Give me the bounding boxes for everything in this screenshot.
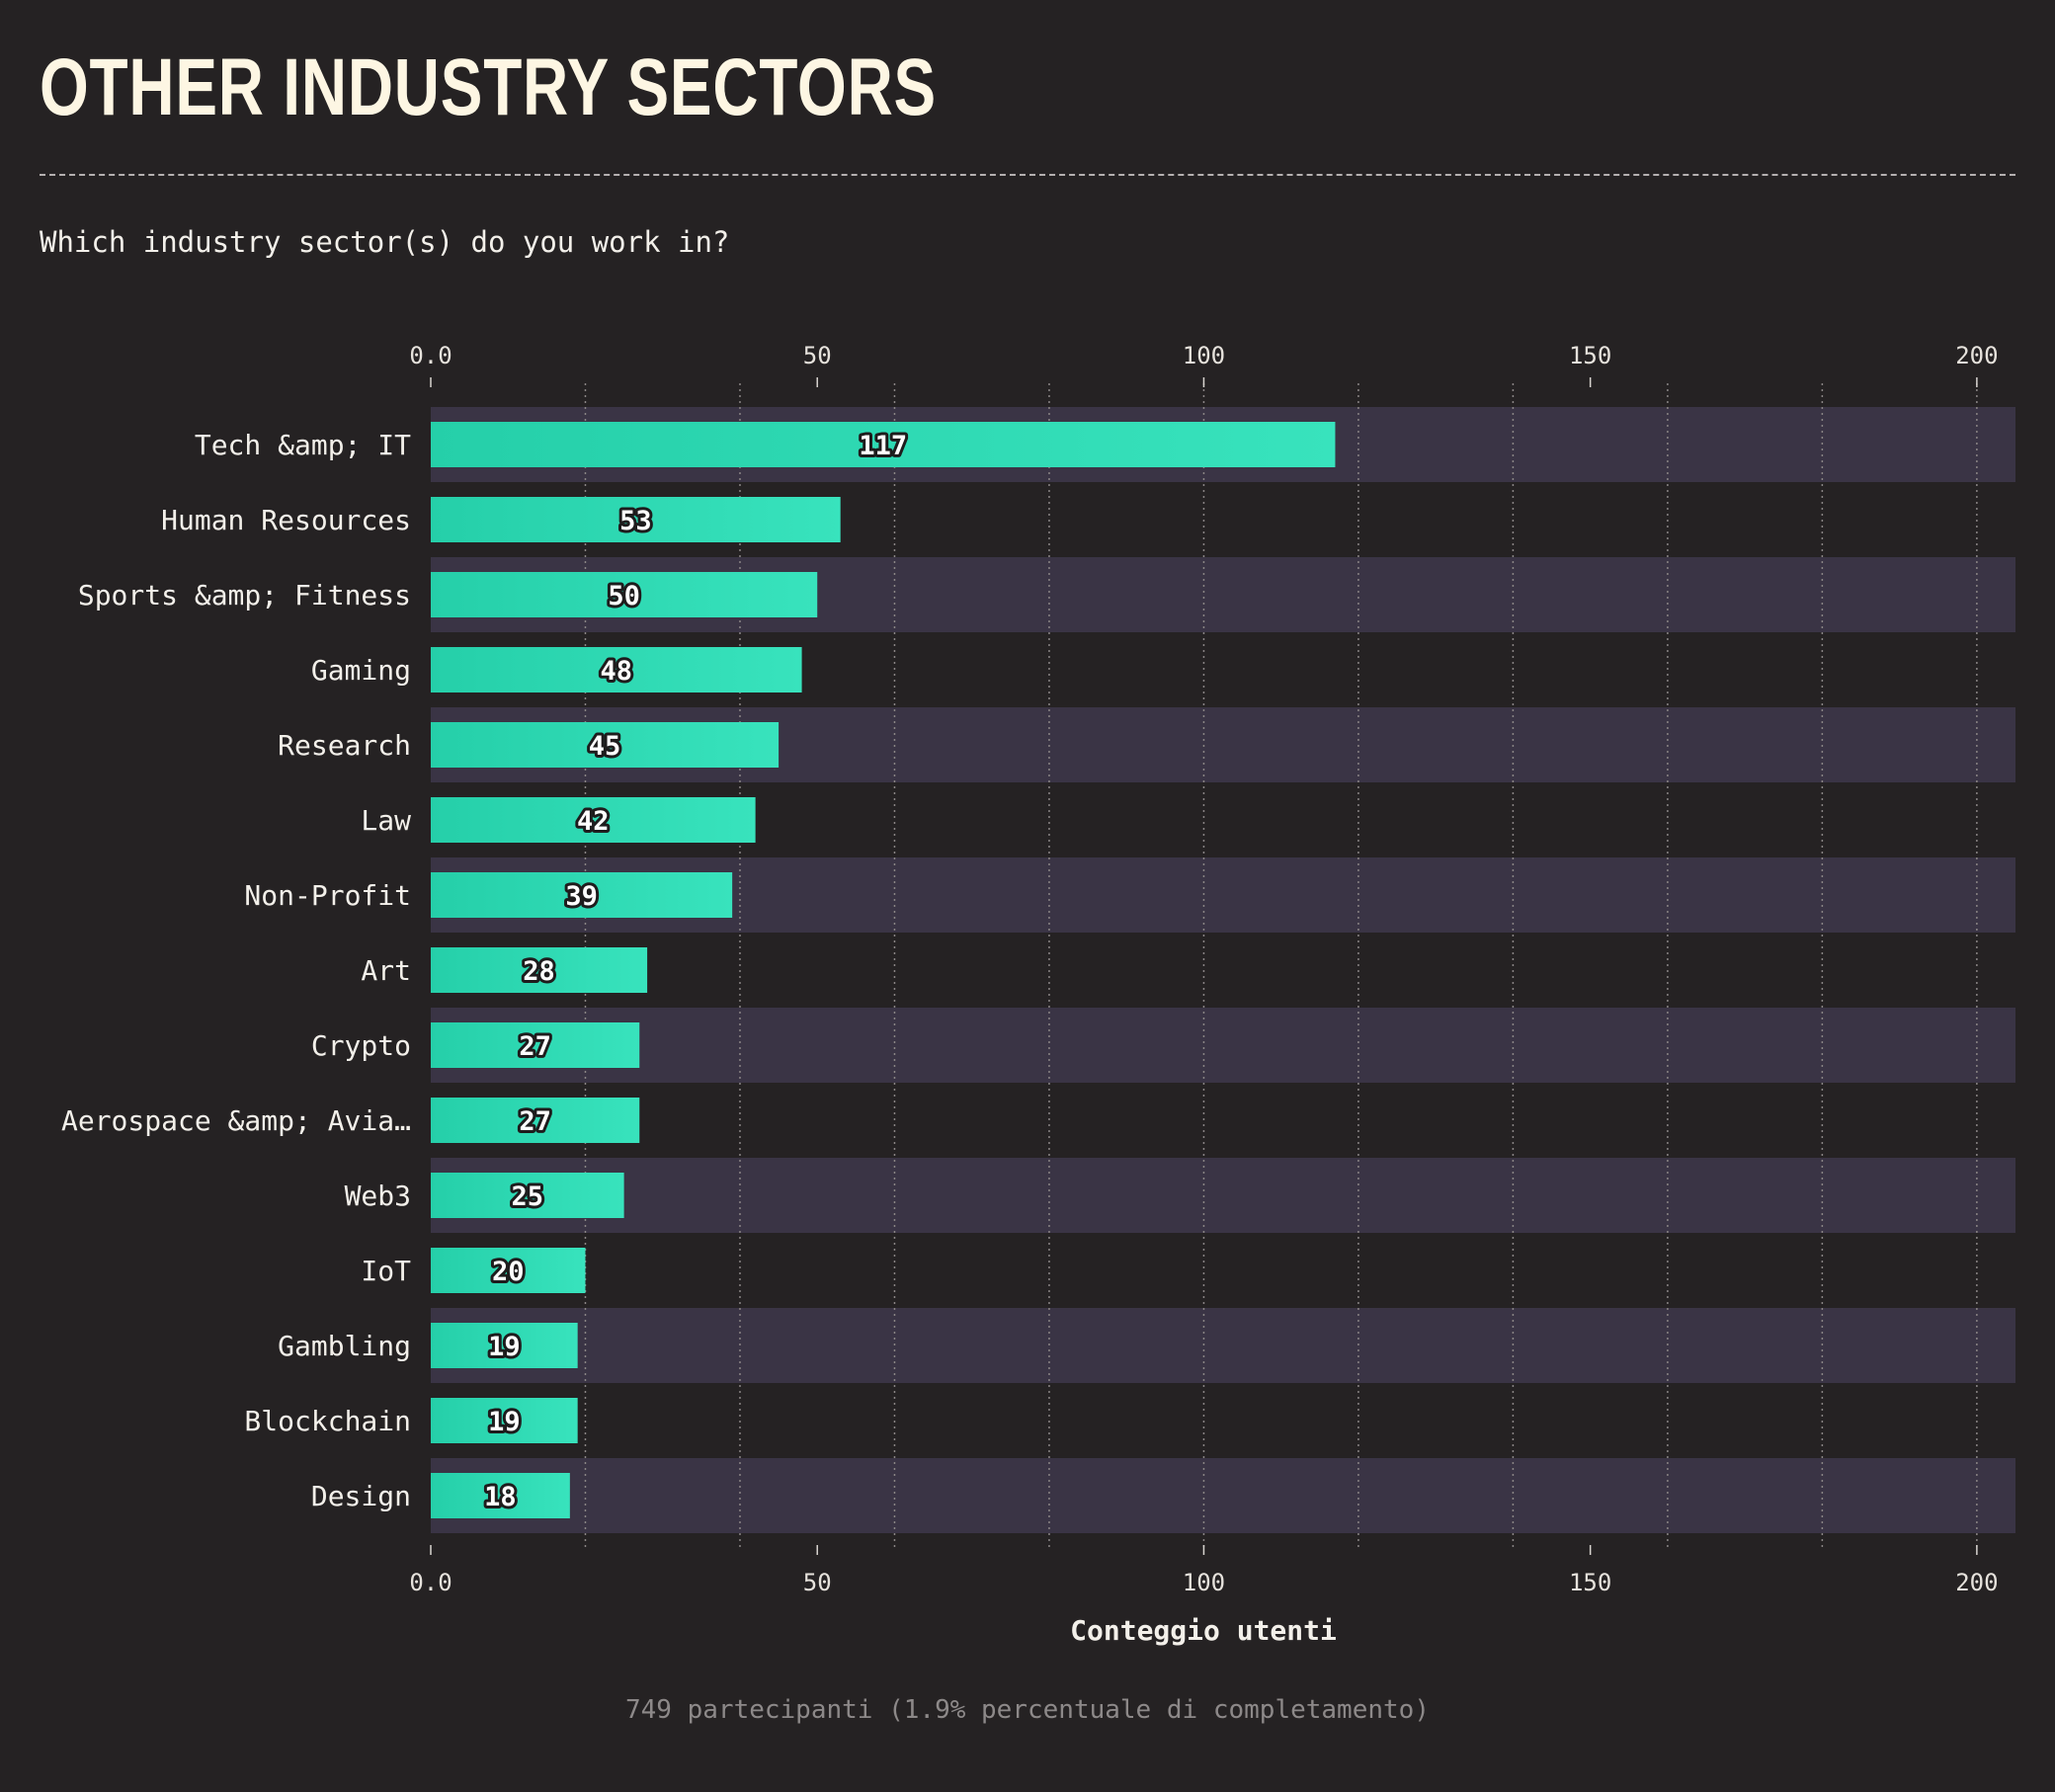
bar-value-label: 20 xyxy=(492,1257,525,1287)
category-label: Aerospace &amp; Avia… xyxy=(61,1104,411,1137)
bar xyxy=(431,1323,578,1368)
bar-value-label: 27 xyxy=(519,1031,551,1062)
x-axis-label: Conteggio utenti xyxy=(1070,1614,1337,1647)
bar xyxy=(431,722,780,768)
category-label: Research xyxy=(278,729,411,762)
chart-title: OTHER INDUSTRY SECTORS xyxy=(40,42,937,132)
category-label: Law xyxy=(361,804,411,837)
category-label: Art xyxy=(361,954,411,987)
row-band xyxy=(431,1158,2015,1233)
x-tick-label: 0.0 xyxy=(409,342,452,369)
bar xyxy=(431,947,648,993)
category-labels: Tech &amp; IT Human Resources Sports &amp;… xyxy=(61,429,411,1512)
category-label: Gambling xyxy=(278,1330,411,1362)
chart-subtitle: Which industry sector(s) do you work in? xyxy=(40,225,730,259)
x-tick-label: 150 xyxy=(1569,1569,1611,1596)
bar-value-label: 42 xyxy=(577,806,610,837)
bar xyxy=(431,647,802,692)
bar xyxy=(431,1022,640,1068)
bar-value-label: 27 xyxy=(519,1106,551,1137)
bar-value-label: 28 xyxy=(523,956,555,987)
category-label: Crypto xyxy=(311,1029,411,1062)
category-label: Sports &amp; Fitness xyxy=(78,579,411,611)
bar xyxy=(431,422,1336,467)
title-divider xyxy=(40,174,2015,176)
footer-note: 749 partecipanti (1.9% percentuale di co… xyxy=(625,1695,1430,1725)
bar xyxy=(431,797,756,843)
bar xyxy=(431,872,733,918)
bar xyxy=(431,1398,578,1443)
category-label: Tech &amp; IT xyxy=(195,429,411,461)
row-bands xyxy=(431,407,2015,1533)
bar-value-label: 117 xyxy=(859,431,907,461)
category-label: Non-Profit xyxy=(244,879,411,912)
bar-value-label: 50 xyxy=(608,581,640,611)
row-band xyxy=(431,1008,2015,1083)
x-tick-label: 50 xyxy=(803,1569,832,1596)
x-tick-label: 200 xyxy=(1955,342,1998,369)
bar-value-label: 18 xyxy=(484,1482,517,1512)
x-tick-label: 50 xyxy=(803,342,832,369)
row-band xyxy=(431,1458,2015,1533)
bar-chart: 117 53 50 48 45 42 39 28 27 27 25 20 19 19 18 Tech &am… xyxy=(61,342,2015,1647)
bar-value-label: 25 xyxy=(512,1181,544,1212)
bars: 117 53 50 48 45 42 39 28 27 27 25 20 19 19 18 xyxy=(431,422,1336,1518)
x-tick-label: 150 xyxy=(1569,342,1611,369)
x-tick-label: 100 xyxy=(1183,342,1225,369)
category-label: Human Resources xyxy=(161,504,411,536)
bar xyxy=(431,1473,570,1518)
category-label: Web3 xyxy=(345,1180,411,1212)
x-tick-label: 200 xyxy=(1955,1569,1998,1596)
bar xyxy=(431,572,818,617)
bar-value-label: 48 xyxy=(601,656,633,687)
grid-lines xyxy=(584,383,1978,1551)
bar xyxy=(431,497,841,542)
category-label: IoT xyxy=(361,1255,411,1287)
bar xyxy=(431,1098,640,1143)
bar-value-label: 45 xyxy=(589,731,621,762)
bar-value-label: 39 xyxy=(565,881,598,912)
category-label: Blockchain xyxy=(244,1405,411,1437)
x-tick-label: 0.0 xyxy=(409,1569,452,1596)
bar-value-label: 19 xyxy=(488,1407,521,1437)
category-label: Design xyxy=(311,1480,411,1512)
x-tick-label: 100 xyxy=(1183,1569,1225,1596)
bar-value-label: 19 xyxy=(488,1332,521,1362)
row-band xyxy=(431,1308,2015,1383)
category-label: Gaming xyxy=(311,654,411,687)
bar xyxy=(431,1248,586,1293)
bar xyxy=(431,1173,624,1218)
x-axis-ticks: 0.0 0.0 50 50 100 100 150 150 200 200 xyxy=(409,342,1998,1596)
bar-value-label: 53 xyxy=(619,506,652,536)
